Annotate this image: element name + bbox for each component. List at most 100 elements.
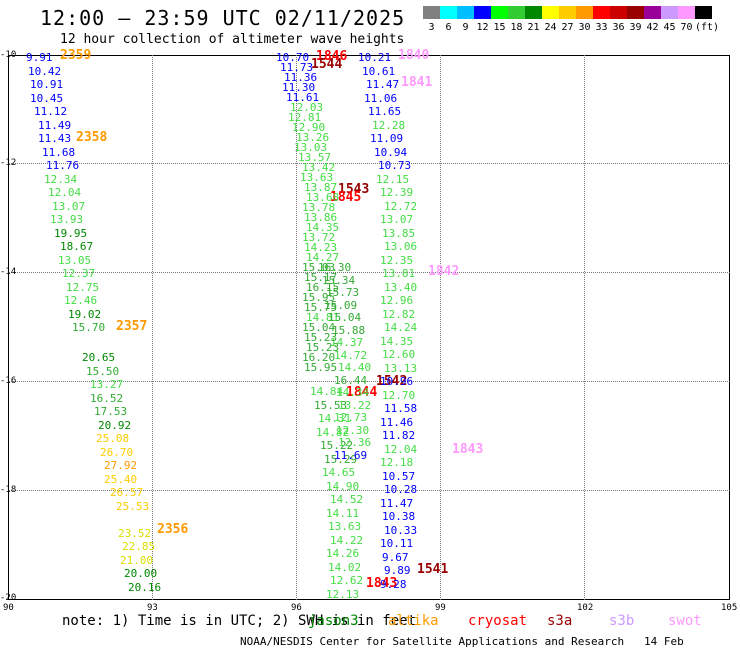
wave-height-value: 11.43 [38, 132, 72, 145]
wave-height-value: 20.00 [124, 567, 158, 580]
wave-height-value: 10.61 [362, 64, 396, 78]
wave-height-value: 16.44 [334, 373, 368, 387]
wave-height-value: 14.84 [310, 385, 344, 398]
grid-line-99 [440, 55, 441, 600]
wave-height-value: 13.72 [302, 231, 336, 244]
wave-height-value: 12.35 [380, 253, 414, 267]
wave-height-value: 15.23 [304, 331, 338, 344]
wave-height-value: 11.82 [382, 429, 416, 442]
wave-height-value: 15.75 [304, 301, 338, 314]
wave-height-value: 19.95 [54, 226, 88, 240]
track-time-label: 1544 [311, 57, 343, 72]
legend-swatch [423, 6, 440, 19]
wave-height-value: 15.73 [326, 286, 360, 299]
wave-height-value: 12.30 [336, 423, 370, 437]
legend-label: 15 [493, 22, 506, 33]
wave-height-value: 13.86 [304, 211, 338, 224]
wave-height-value: 9.28 [380, 577, 407, 591]
lat-label: -20 [0, 593, 17, 603]
wave-height-value: 11.61 [286, 91, 320, 104]
lon-label: 105 [721, 603, 738, 613]
wave-height-value: 11.76 [46, 159, 80, 172]
legend-label: 45 [663, 22, 676, 33]
wave-height-value: 13.68 [306, 191, 340, 204]
wave-height-value: 14.23 [304, 241, 338, 254]
track-time-label: 1846 [316, 49, 348, 64]
wave-height-value: 11.49 [38, 118, 72, 132]
wave-height-value: 15.04 [328, 311, 362, 324]
wave-height-value: 23.52 [118, 526, 152, 540]
legend-swatch [474, 6, 491, 19]
track-time-label: 2357 [116, 319, 148, 334]
wave-height-value: 14.02 [328, 560, 362, 574]
wave-height-value: 19.02 [68, 307, 102, 321]
wave-height-value: 14.40 [338, 361, 372, 374]
wave-height-value: 10.42 [28, 64, 62, 78]
legend-label: 21 [527, 22, 540, 33]
wave-height-value: 15.88 [332, 323, 366, 337]
credit-timestamp: 14 Feb 08:26:04 UTC 2025 [240, 635, 684, 650]
wave-height-value: 11.12 [34, 105, 68, 118]
wave-height-value: 11.30 [282, 81, 316, 94]
lat-label: -16 [0, 376, 17, 386]
wave-height-value: 14.26 [326, 547, 360, 560]
wave-height-value: 12.90 [292, 121, 326, 134]
footer-note: note: 1) Time is in UTC; 2) SWH is in fe… [62, 613, 417, 629]
wave-height-value: 15.22 [320, 439, 354, 452]
legend-swatch [440, 6, 457, 19]
wave-height-value: 13.27 [90, 378, 124, 391]
wave-height-value: 11.68 [42, 145, 76, 159]
wave-height-value: 12.73 [334, 411, 368, 424]
wave-height-value: 26.57 [110, 486, 144, 499]
wave-height-value: 12.18 [380, 456, 414, 469]
wave-height-value: 12.39 [380, 186, 414, 199]
wave-height-value: 11.65 [368, 105, 402, 118]
wave-height-value: 25.53 [116, 499, 150, 513]
wave-height-value: 12.81 [288, 111, 322, 124]
legend-label: 42 [646, 22, 659, 33]
wave-height-value: 14.90 [326, 479, 360, 493]
wave-height-value: 13.07 [52, 199, 86, 213]
wave-height-value: 12.28 [372, 118, 406, 132]
page-subtitle: 12 hour collection of altimeter wave hei… [60, 32, 405, 47]
wave-height-value: 12.72 [384, 199, 418, 213]
legend-swatch [559, 6, 576, 19]
legend-swatch [491, 6, 508, 19]
wave-height-value: 14.34 [336, 386, 370, 399]
track-time-label: 1845 [330, 190, 362, 205]
track-time-label: 1842 [428, 264, 460, 279]
wave-height-value: 13.57 [298, 151, 332, 164]
lon-label: 90 [3, 603, 14, 613]
legend-swatch [457, 6, 474, 19]
wave-height-value: 14.72 [334, 348, 368, 362]
legend-label: 6 [445, 22, 452, 33]
credit-org: NOAA/NESDIS Center for Satellite Applica… [240, 635, 625, 648]
wave-height-value: 15.29 [324, 452, 358, 466]
wave-height-value: 14.82 [316, 425, 350, 439]
wave-height-value: 12.04 [48, 186, 82, 199]
legend-label: (ft) [695, 22, 720, 33]
wave-height-value: 15.34 [322, 273, 356, 287]
wave-height-value: 10.70 [276, 51, 310, 64]
wave-height-value: 16.52 [90, 391, 124, 405]
track-time-label: 1840 [398, 48, 430, 63]
wave-height-value: 13.87 [304, 181, 338, 194]
legend-swatch [678, 6, 695, 19]
wave-height-value: 20.16 [128, 580, 162, 594]
wave-height-value: 12.75 [66, 280, 100, 294]
lat-label: -12 [0, 158, 17, 168]
wave-height-value: 15.95 [302, 291, 336, 304]
wave-height-value: 13.26 [296, 131, 330, 144]
satellite-label-s3a: s3a [547, 613, 573, 629]
wave-height-value: 13.93 [50, 213, 84, 226]
wave-height-value: 11.47 [366, 78, 400, 91]
grid-line-16s [8, 381, 730, 382]
wave-height-value: 9.91 [26, 51, 53, 64]
lon-label: 99 [435, 603, 446, 613]
wave-height-value: 11.09 [370, 132, 404, 145]
wave-height-value: 13.63 [300, 171, 334, 184]
wave-height-value: 13.22 [338, 398, 372, 412]
track-time-label: 1543 [338, 182, 370, 197]
wave-height-value: 12.03 [290, 101, 324, 114]
